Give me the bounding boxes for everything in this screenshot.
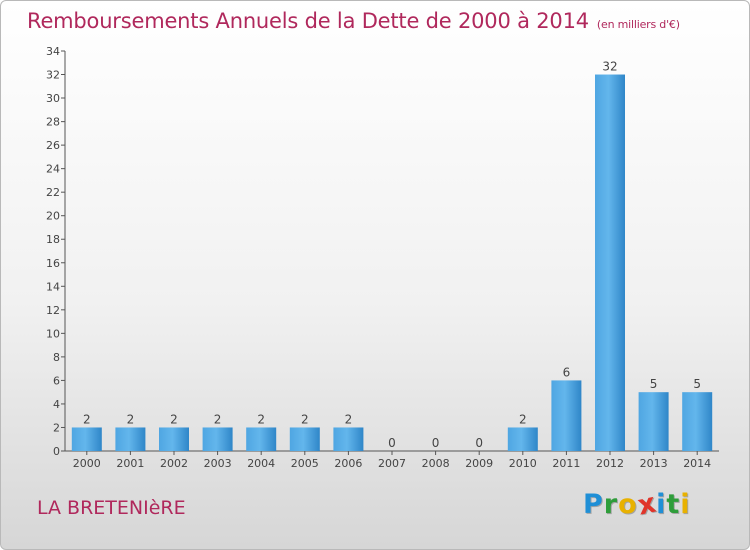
logo-letter: P — [583, 489, 604, 520]
bar-2010 — [507, 427, 538, 451]
y-tick-label: 14 — [46, 280, 60, 293]
x-tick-label: 2007 — [378, 457, 406, 470]
y-tick-label: 30 — [46, 92, 60, 105]
x-tick-label: 2011 — [552, 457, 580, 470]
y-tick-label: 24 — [46, 163, 60, 176]
y-tick-label: 0 — [53, 445, 60, 458]
y-tick-label: 16 — [46, 257, 60, 270]
logo-letter: i — [656, 489, 667, 520]
chart-title-text: Remboursements Annuels de la Dette de 20… — [27, 9, 589, 33]
bar-value-label: 2 — [301, 412, 309, 426]
bar-2006 — [333, 427, 364, 451]
bar-2004 — [246, 427, 277, 451]
x-tick-label: 2013 — [640, 457, 668, 470]
bar-value-label: 2 — [170, 412, 178, 426]
y-tick-label: 10 — [46, 327, 60, 340]
y-tick-label: 26 — [46, 139, 60, 152]
x-tick-label: 2006 — [334, 457, 362, 470]
bar-2005 — [289, 427, 320, 451]
bar-value-label: 2 — [519, 412, 527, 426]
chart-title: Remboursements Annuels de la Dette de 20… — [27, 9, 680, 33]
x-tick-label: 2003 — [204, 457, 232, 470]
y-tick-label: 8 — [53, 351, 60, 364]
chart-unit: (en milliers d'€) — [596, 18, 680, 31]
bar-value-label: 2 — [345, 412, 353, 426]
bar-2013 — [638, 392, 669, 451]
y-tick-label: 6 — [53, 374, 60, 387]
bar-value-label: 5 — [693, 377, 701, 391]
y-tick-label: 18 — [46, 233, 60, 246]
bar-2012 — [595, 74, 625, 451]
x-tick-label: 2002 — [160, 457, 188, 470]
x-tick-label: 2005 — [291, 457, 319, 470]
bar-value-label: 2 — [83, 412, 91, 426]
x-tick-label: 2001 — [116, 457, 144, 470]
commune-name: LA BRETENIèRE — [37, 497, 186, 519]
y-tick-label: 34 — [46, 45, 60, 58]
bar-value-label: 0 — [475, 436, 483, 450]
logo-letter: t — [666, 489, 681, 520]
bars: 2 2 2 2 2 2 2 0 0 0 2 6 32 5 5 — [71, 60, 713, 451]
bar-2000 — [71, 427, 102, 451]
bar-value-label: 0 — [432, 436, 440, 450]
x-tick-label: 2009 — [465, 457, 493, 470]
bar-value-label: 0 — [388, 436, 396, 450]
logo-letter: i — [680, 489, 691, 520]
x-tick-label: 2012 — [596, 457, 624, 470]
y-tick-label: 4 — [53, 398, 60, 411]
logo-letter: o — [618, 489, 638, 520]
x-tick-label: 2010 — [509, 457, 537, 470]
bar-2011 — [551, 380, 582, 451]
y-tick-label: 28 — [46, 116, 60, 129]
bar-2014 — [682, 392, 713, 451]
y-tick-label: 2 — [53, 421, 60, 434]
x-tick-label: 2008 — [422, 457, 450, 470]
bar-value-label: 6 — [563, 365, 571, 379]
x-tick-label: 2014 — [683, 457, 711, 470]
x-tick-label: 2000 — [73, 457, 101, 470]
bar-2002 — [159, 427, 189, 451]
proxiti-logo: Proxiti — [583, 487, 691, 521]
bar-value-label: 2 — [257, 412, 265, 426]
x-tick-label: 2004 — [247, 457, 275, 470]
bar-2001 — [115, 427, 146, 451]
bar-2003 — [202, 427, 233, 451]
bar-value-label: 2 — [214, 412, 222, 426]
x-axis: 2000 2001 2002 2003 2004 2005 2006 2007 2008 2009… — [65, 450, 719, 470]
y-tick-label: 12 — [46, 304, 60, 317]
bar-value-label: 32 — [602, 60, 617, 74]
y-tick-label: 22 — [46, 186, 60, 199]
bar-value-label: 2 — [127, 412, 135, 426]
bar-value-label: 5 — [650, 377, 658, 391]
y-tick-label: 20 — [46, 210, 60, 223]
logo-letter: r — [603, 489, 619, 520]
y-tick-label: 32 — [46, 69, 60, 82]
